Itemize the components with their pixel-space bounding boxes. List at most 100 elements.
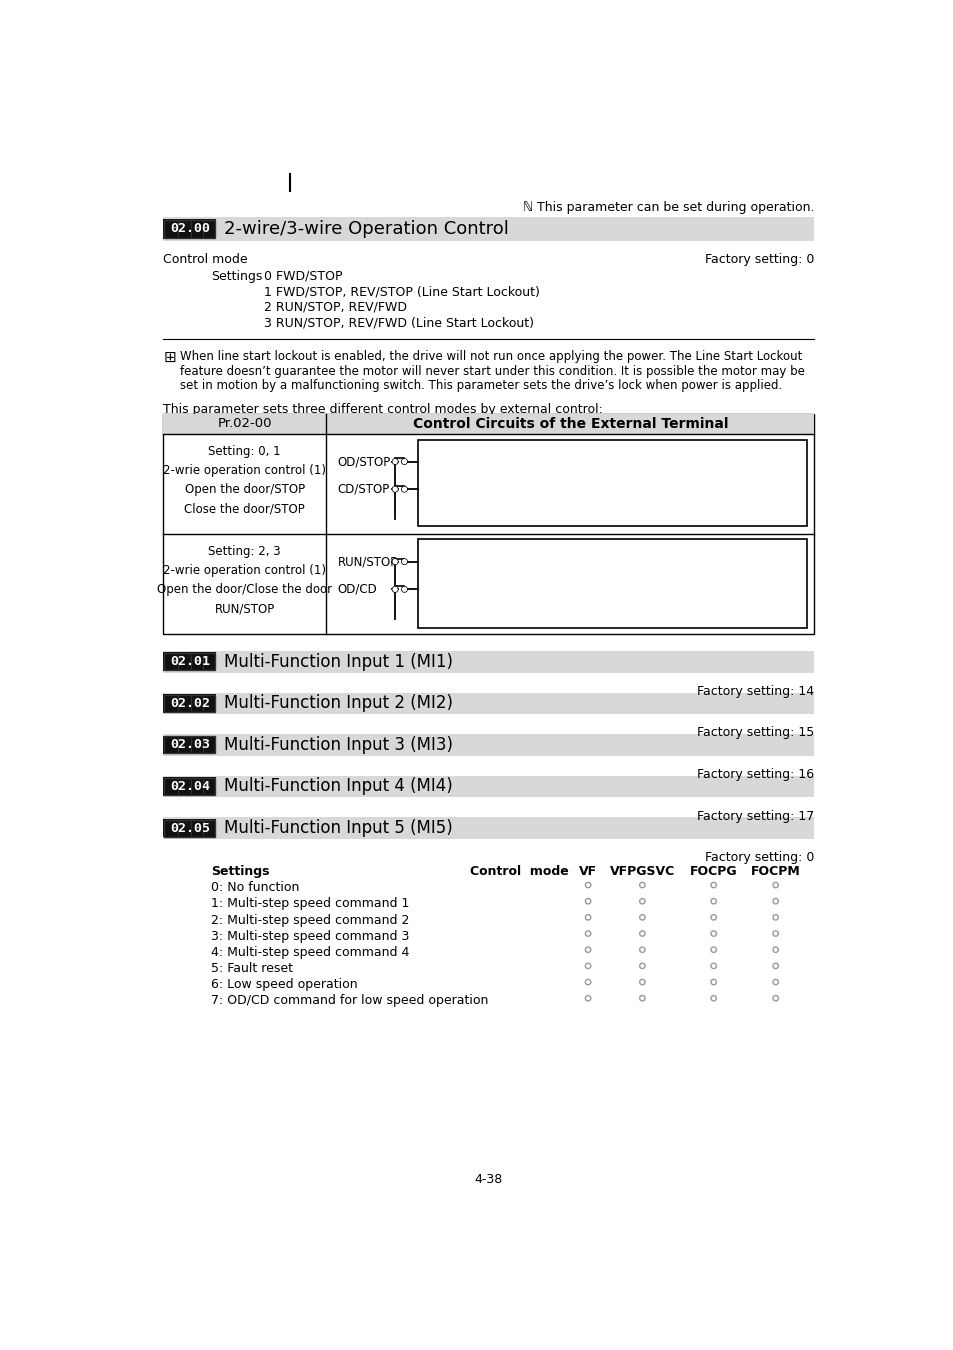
Circle shape	[401, 559, 407, 564]
Text: Pr.02-00: Pr.02-00	[217, 417, 272, 431]
Bar	[163, 217, 814, 240]
Text: 02.00: 02.00	[170, 223, 210, 235]
Text: OD:("OPEN":STOP): OD:("OPEN":STOP)	[424, 450, 534, 462]
Circle shape	[393, 560, 396, 563]
Bar	[163, 819, 216, 837]
Text: 1 FWD/STOP, REV/STOP (Line Start Lockout): 1 FWD/STOP, REV/STOP (Line Start Lockout…	[264, 285, 539, 298]
Bar	[163, 651, 814, 672]
Text: Control Circuits of the External Terminal: Control Circuits of the External Termina…	[412, 417, 727, 431]
Circle shape	[402, 560, 406, 563]
Text: Open the door/Close the door: Open the door/Close the door	[157, 583, 332, 597]
Bar	[418, 440, 806, 526]
Text: Control  mode: Control mode	[469, 865, 568, 878]
Text: Open the door/STOP: Open the door/STOP	[185, 483, 305, 495]
Circle shape	[402, 587, 406, 591]
Text: VFPGSVC: VFPGSVC	[609, 865, 675, 878]
Circle shape	[393, 487, 396, 491]
Circle shape	[402, 487, 406, 491]
Text: 02.01: 02.01	[170, 655, 210, 668]
Text: ⊞: ⊞	[163, 350, 176, 365]
Text: OD/CD: OD/CD	[337, 583, 377, 595]
Bar	[164, 695, 215, 711]
Text: ("CLOSE": close the door): ("CLOSE": close the door)	[434, 582, 576, 593]
Circle shape	[393, 587, 396, 591]
Circle shape	[401, 486, 407, 491]
Text: Multi-Function Input 1 (MI1): Multi-Function Input 1 (MI1)	[224, 653, 453, 671]
Text: Multi-Function Input 2 (MI2): Multi-Function Input 2 (MI2)	[224, 694, 453, 713]
Text: VF: VF	[578, 865, 597, 878]
Text: When line start lockout is enabled, the drive will not run once applying the pow: When line start lockout is enabled, the …	[180, 350, 802, 363]
Text: feature doesn’t guarantee the motor will never start under this condition. It is: feature doesn’t guarantee the motor will…	[180, 364, 804, 378]
Text: 02.05: 02.05	[170, 822, 210, 834]
Bar	[164, 736, 215, 753]
Text: 6: Low speed operation: 6: Low speed operation	[212, 979, 357, 991]
Bar	[163, 736, 216, 755]
Text: Factory setting: 17: Factory setting: 17	[697, 810, 814, 822]
Bar	[163, 693, 814, 714]
Text: 2-wrie operation control (1): 2-wrie operation control (1)	[163, 464, 326, 477]
Text: 3 RUN/STOP, REV/FWD (Line Start Lockout): 3 RUN/STOP, REV/FWD (Line Start Lockout)	[264, 316, 534, 329]
Text: 4-38: 4-38	[475, 1173, 502, 1187]
Text: 02.03: 02.03	[170, 738, 210, 752]
Text: 3: Multi-step speed command 3: 3: Multi-step speed command 3	[212, 930, 410, 942]
Text: RUN/STOP: RUN/STOP	[214, 602, 274, 616]
Text: COM: COM	[424, 502, 456, 514]
Text: Multi-Function Input 3 (MI3): Multi-Function Input 3 (MI3)	[224, 736, 453, 753]
Text: ("CLOSE":RUN): ("CLOSE":RUN)	[434, 556, 517, 566]
Text: 2-wrie operation control (1): 2-wrie operation control (1)	[163, 564, 326, 576]
Text: 5: Fault reset: 5: Fault reset	[212, 963, 294, 975]
Text: Multi-Function Input 5 (MI5): Multi-Function Input 5 (MI5)	[224, 819, 452, 837]
Text: CD:("OPEN": STOP): CD:("OPEN": STOP)	[424, 475, 537, 489]
Text: RUN/STOP: RUN/STOP	[337, 555, 397, 568]
Bar	[163, 219, 216, 239]
Text: 0: No function: 0: No function	[212, 882, 299, 894]
Bar	[163, 817, 814, 838]
Text: CD/STOP: CD/STOP	[337, 483, 390, 495]
Bar	[163, 778, 216, 795]
Text: Factory setting: 0: Factory setting: 0	[704, 252, 814, 266]
Text: 2 RUN/STOP, REV/FWD: 2 RUN/STOP, REV/FWD	[264, 301, 407, 313]
Text: FOCPM: FOCPM	[750, 865, 800, 878]
Text: 4: Multi-step speed command 4: 4: Multi-step speed command 4	[212, 946, 410, 958]
Text: ("CLOSE": close the door): ("CLOSE": close the door)	[434, 486, 576, 495]
Text: Setting: 0, 1: Setting: 0, 1	[209, 444, 281, 458]
Text: This parameter sets three different control modes by external control:: This parameter sets three different cont…	[163, 404, 602, 416]
Circle shape	[401, 459, 407, 464]
Text: OD/STOP: OD/STOP	[337, 455, 391, 468]
Bar	[163, 776, 814, 798]
Circle shape	[401, 587, 407, 593]
Circle shape	[393, 459, 396, 463]
Text: Control mode: Control mode	[163, 252, 248, 266]
Circle shape	[392, 587, 397, 593]
Text: Settings: Settings	[212, 865, 270, 878]
Text: Factory setting: 16: Factory setting: 16	[697, 768, 814, 782]
Text: FOCPG: FOCPG	[689, 865, 737, 878]
Text: COM: COM	[424, 598, 456, 612]
Text: CD:("OPEN": open the door): CD:("OPEN": open the door)	[424, 572, 589, 586]
Bar	[163, 734, 814, 756]
Bar	[163, 694, 216, 713]
Text: 0 FWD/STOP: 0 FWD/STOP	[264, 270, 342, 282]
Circle shape	[392, 559, 397, 564]
Text: Multi-Function Input 4 (MI4): Multi-Function Input 4 (MI4)	[224, 778, 452, 795]
Bar	[164, 819, 215, 837]
Bar	[418, 539, 806, 628]
Circle shape	[402, 459, 406, 463]
Text: set in motion by a malfunctioning switch. This parameter sets the drive’s lock w: set in motion by a malfunctioning switch…	[180, 379, 781, 391]
Text: Factory setting: 0: Factory setting: 0	[704, 850, 814, 864]
Text: Close the door/STOP: Close the door/STOP	[184, 502, 305, 516]
Bar	[163, 414, 814, 433]
Text: 02.02: 02.02	[170, 697, 210, 710]
Text: 02.04: 02.04	[170, 780, 210, 792]
Text: 1: Multi-step speed command 1: 1: Multi-step speed command 1	[212, 898, 410, 910]
Text: ("CLOSE":open the door): ("CLOSE":open the door)	[434, 459, 571, 470]
Bar	[163, 652, 216, 671]
Text: 7: OD/CD command for low speed operation: 7: OD/CD command for low speed operation	[212, 995, 488, 1007]
Bar	[164, 220, 215, 238]
Circle shape	[392, 459, 397, 464]
Text: Factory setting: 14: Factory setting: 14	[697, 684, 814, 698]
Text: OD:("OPEN":STOP): OD:("OPEN":STOP)	[424, 547, 534, 559]
Bar	[164, 653, 215, 670]
Text: Setting: 2, 3: Setting: 2, 3	[209, 544, 281, 558]
Bar	[164, 778, 215, 795]
